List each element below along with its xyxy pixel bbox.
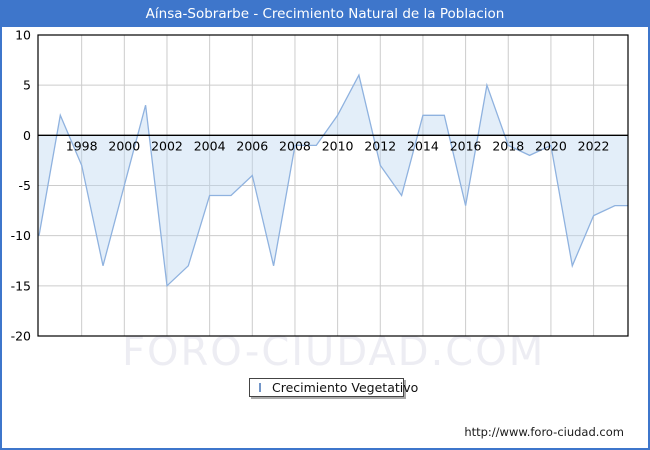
x-tick-label: 1998 bbox=[66, 138, 98, 153]
y-tick-label: -5 bbox=[19, 178, 31, 193]
y-tick-label: 0 bbox=[23, 128, 31, 143]
x-tick-label: 2004 bbox=[194, 138, 226, 153]
area-fill bbox=[39, 75, 628, 286]
x-tick-label: 2008 bbox=[279, 138, 311, 153]
x-tick-label: 2022 bbox=[578, 138, 610, 153]
watermark: FORO-CIUDAD.COM bbox=[122, 329, 546, 375]
title-bar: Aínsa-Sobrarbe - Crecimiento Natural de … bbox=[2, 2, 648, 27]
x-tick-label: 2020 bbox=[535, 138, 567, 153]
y-tick-label: -15 bbox=[11, 278, 31, 293]
chart-title: Aínsa-Sobrarbe - Crecimiento Natural de … bbox=[145, 6, 505, 22]
footer-url: http://www.foro-ciudad.com bbox=[464, 425, 624, 439]
x-tick-label: 2014 bbox=[407, 138, 439, 153]
x-tick-label: 2010 bbox=[322, 138, 354, 153]
plot-border bbox=[37, 34, 629, 337]
legend-box: Crecimiento Vegetativo bbox=[249, 378, 418, 397]
x-tick-label: 2006 bbox=[236, 138, 268, 153]
series-line bbox=[38, 73, 628, 288]
x-tick-label: 2018 bbox=[492, 138, 524, 153]
x-tick-label: 2016 bbox=[450, 138, 482, 153]
legend-label: Crecimiento Vegetativo bbox=[272, 380, 419, 395]
y-tick-label: -10 bbox=[11, 228, 31, 243]
x-tick-label: 2000 bbox=[108, 138, 140, 153]
y-tick-label: 5 bbox=[23, 78, 31, 93]
y-tick-label: 10 bbox=[15, 28, 31, 43]
x-tick-label: 2012 bbox=[364, 138, 396, 153]
x-tick-label: 2002 bbox=[151, 138, 183, 153]
legend-swatch-icon bbox=[259, 383, 261, 392]
y-tick-label: -20 bbox=[11, 329, 31, 344]
